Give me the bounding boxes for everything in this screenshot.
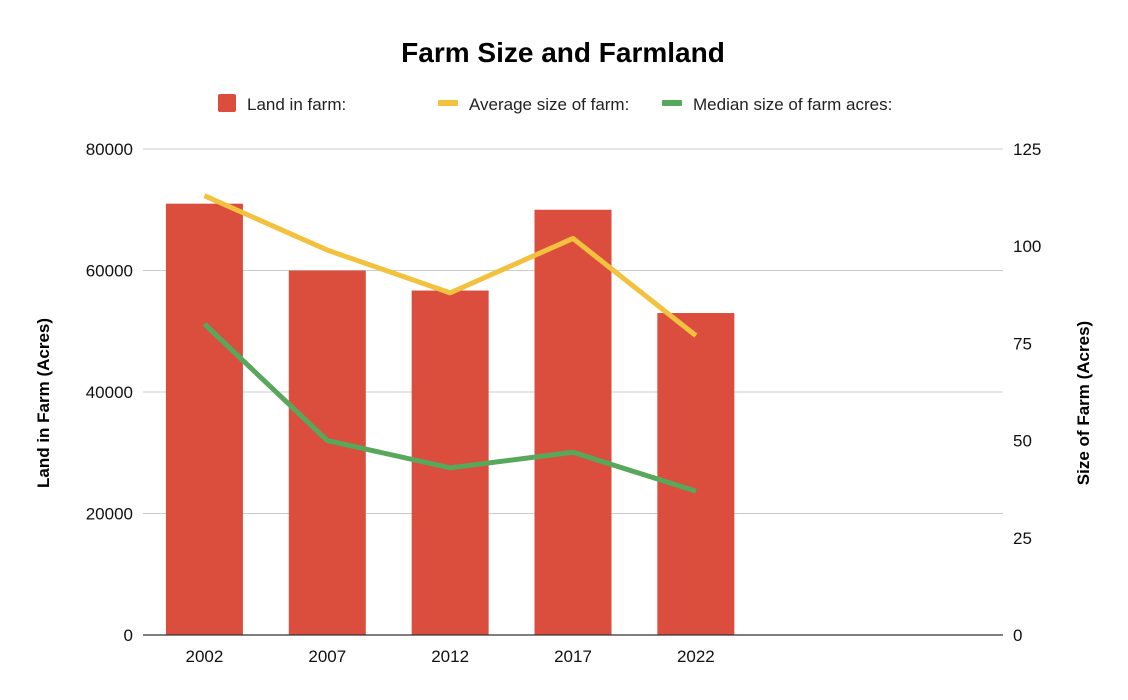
x-axis-tick-label: 2017 (554, 647, 592, 666)
chart-title: Farm Size and Farmland (401, 37, 725, 68)
legend-swatch-median-size (662, 100, 682, 106)
bars (165, 203, 735, 636)
legend-swatch-average-size (438, 100, 458, 106)
left-axis-tick-label: 80000 (86, 140, 133, 159)
right-axis-tick-label: 100 (1013, 237, 1041, 256)
average-size-line (203, 193, 698, 338)
bar (165, 203, 243, 636)
x-axis-tick-label: 2022 (677, 647, 715, 666)
x-axis-tick-label: 2012 (431, 647, 469, 666)
bar (657, 313, 735, 635)
right-axis-tick-label: 0 (1013, 626, 1022, 645)
left-axis-tick-label: 0 (124, 626, 133, 645)
lines (202, 193, 698, 494)
bar (288, 270, 366, 635)
right-axis-tick-label: 25 (1013, 529, 1032, 548)
right-axis-title: Size of Farm (Acres) (1074, 321, 1093, 485)
left-axis-tick-label: 40000 (86, 383, 133, 402)
legend-label-land-in-farm: Land in farm: (247, 95, 346, 114)
legend-swatch-land-in-farm (218, 94, 236, 112)
legend-label-median-size: Median size of farm acres: (693, 95, 892, 114)
axes: 0 20000 40000 60000 80000 0 25 50 75 100 125 2002 20… (86, 140, 1042, 666)
right-axis-tick-label: 50 (1013, 432, 1032, 451)
legend: Land in farm: Average size of farm: Medi… (218, 94, 892, 114)
right-axis-tick-label: 125 (1013, 140, 1041, 159)
median-size-line (202, 322, 697, 494)
right-axis-tick-label: 75 (1013, 334, 1032, 353)
legend-label-average-size: Average size of farm: (469, 95, 629, 114)
left-axis-title: Land in Farm (Acres) (34, 318, 53, 488)
left-axis-tick-label: 20000 (86, 505, 133, 524)
bar (534, 209, 612, 635)
left-axis-tick-label: 60000 (86, 262, 133, 281)
x-axis-tick-label: 2002 (186, 647, 224, 666)
x-axis-tick-label: 2007 (308, 647, 346, 666)
